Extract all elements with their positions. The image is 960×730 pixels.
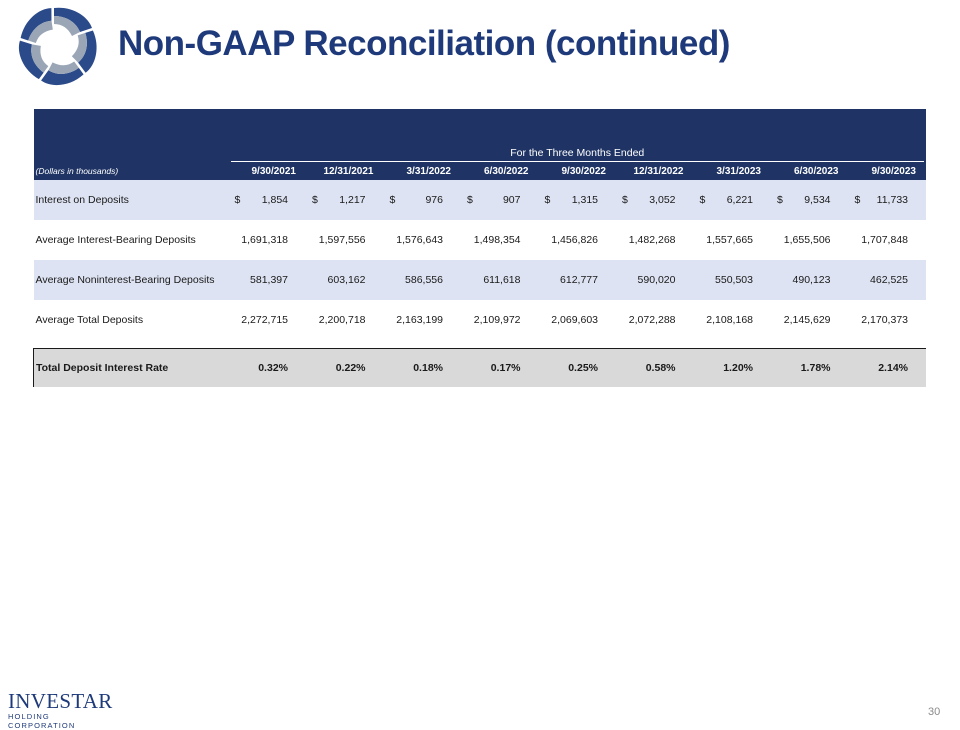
currency-symbol: $ (312, 194, 318, 206)
table-cell: 1,597,556 (318, 234, 366, 246)
table-cell: $9,534 (771, 180, 849, 220)
table-cell: $1,854 (228, 180, 306, 220)
brand-name: INVESTAR (8, 689, 113, 713)
brand-subtitle: HOLDING CORPORATION (8, 712, 76, 730)
table-cell: 2,072,288 (628, 314, 676, 326)
cell-value: 9,534 (804, 194, 831, 206)
column-header: 9/30/2021 (228, 162, 306, 180)
total-cell: 2.14% (848, 348, 926, 387)
column-header: 6/30/2023 (771, 162, 849, 180)
table-cell: $3,052 (616, 180, 694, 220)
total-cell: 1.20% (693, 348, 771, 387)
units-label: (Dollars in thousands) (33, 162, 229, 180)
column-header: 9/30/2022 (538, 162, 616, 180)
column-header: 12/31/2022 (616, 162, 694, 180)
table-cell: 603,162 (306, 260, 384, 300)
header-band (33, 109, 926, 145)
total-row-label: Total Deposit Interest Rate (33, 348, 229, 387)
total-cell: 0.58% (616, 348, 694, 387)
table-cell: 1,655,506 (783, 234, 831, 246)
column-header: 9/30/2023 (848, 162, 926, 180)
table-cell: 1,691,318 (241, 234, 288, 246)
column-header-row: (Dollars in thousands) 9/30/2021 12/31/20… (33, 162, 926, 180)
table-cell: 1,707,848 (861, 234, 908, 246)
table-row: Average Noninterest-Bearing Deposits 581,… (33, 260, 926, 300)
table-cell: 2,272,715 (241, 314, 288, 326)
table-cell: 581,397 (228, 260, 306, 300)
table-cell: 2,200,718 (318, 314, 366, 326)
page-number: 30 (928, 706, 941, 718)
total-cell: 0.17% (461, 348, 539, 387)
currency-symbol: $ (699, 194, 706, 206)
cell-value: 1,217 (339, 194, 366, 206)
table-cell: 1,498,354 (473, 234, 521, 246)
cell-value: 1,315 (571, 194, 598, 206)
table-cell: 1,576,643 (396, 234, 443, 246)
currency-symbol: $ (622, 194, 628, 206)
table-cell: $907 (461, 180, 539, 220)
row-label: Interest on Deposits (33, 180, 229, 220)
table-cell: 1,456,826 (551, 234, 598, 246)
total-cell: 0.32% (228, 348, 306, 387)
header-group-row: For the Three Months Ended (33, 145, 926, 162)
table-cell: 2,170,373 (861, 314, 908, 326)
column-header: 3/31/2023 (693, 162, 771, 180)
cell-value: 6,221 (726, 194, 753, 206)
table-cell: 611,618 (461, 260, 539, 300)
period-group-header: For the Three Months Ended (228, 145, 926, 162)
table-cell: 490,123 (771, 260, 849, 300)
currency-symbol: $ (389, 194, 396, 206)
row-label: Average Interest-Bearing Deposits (35, 234, 196, 246)
total-cell: 0.25% (538, 348, 616, 387)
reconciliation-table: For the Three Months Ended (Dollars in t… (33, 109, 926, 387)
table-cell: 1,482,268 (628, 234, 676, 246)
investar-star-logo-icon (8, 1, 108, 97)
total-cell: 1.78% (771, 348, 849, 387)
total-cell: 0.18% (383, 348, 461, 387)
column-header: 3/31/2022 (383, 162, 461, 180)
table-cell: 2,145,629 (783, 314, 831, 326)
table-cell: $11,733 (848, 180, 926, 220)
table-row: Average Total Deposits 2,272,715 2,200,718… (34, 300, 927, 340)
currency-symbol: $ (544, 194, 551, 206)
row-spacer (34, 340, 927, 349)
page-title: Non-GAAP Reconciliation (continued) (118, 24, 730, 63)
row-label: Average Noninterest-Bearing Deposits (33, 260, 229, 300)
table-cell: 1,557,665 (706, 234, 753, 246)
table-row: Interest on Deposits $1,854 $1,217 $976 $907… (33, 180, 926, 220)
table-row: Average Interest-Bearing Deposits 1,691,3… (34, 220, 927, 260)
total-row: Total Deposit Interest Rate 0.32% 0.22% 0.1… (33, 348, 926, 387)
column-header: 6/30/2022 (461, 162, 539, 180)
table-cell: 590,020 (616, 260, 694, 300)
total-cell: 0.22% (306, 348, 384, 387)
cell-value: 907 (502, 194, 521, 206)
currency-symbol: $ (777, 194, 783, 206)
table-cell: 462,525 (848, 260, 926, 300)
table-cell: 2,069,603 (551, 314, 598, 326)
cell-value: 976 (425, 194, 443, 206)
table-cell: $1,217 (306, 180, 384, 220)
table-cell: 2,163,199 (396, 314, 443, 326)
table-cell: 2,109,972 (473, 314, 521, 326)
table-cell: $6,221 (693, 180, 771, 220)
investar-wordmark: INVESTAR HOLDING CORPORATION (8, 689, 120, 730)
currency-symbol: $ (467, 194, 473, 206)
table-cell: $1,315 (538, 180, 616, 220)
cell-value: 1,854 (261, 194, 288, 206)
table-cell: 612,777 (538, 260, 616, 300)
cell-value: 11,733 (876, 194, 908, 206)
table-cell: 2,108,168 (706, 314, 753, 326)
column-header: 12/31/2021 (306, 162, 384, 180)
table-cell: 586,556 (383, 260, 461, 300)
table-cell: $976 (383, 180, 461, 220)
cell-value: 3,052 (649, 194, 676, 206)
row-label: Average Total Deposits (35, 314, 144, 326)
reconciliation-table-container: For the Three Months Ended (Dollars in t… (33, 109, 926, 387)
currency-symbol: $ (854, 194, 861, 206)
currency-symbol: $ (234, 194, 241, 206)
table-cell: 550,503 (693, 260, 771, 300)
